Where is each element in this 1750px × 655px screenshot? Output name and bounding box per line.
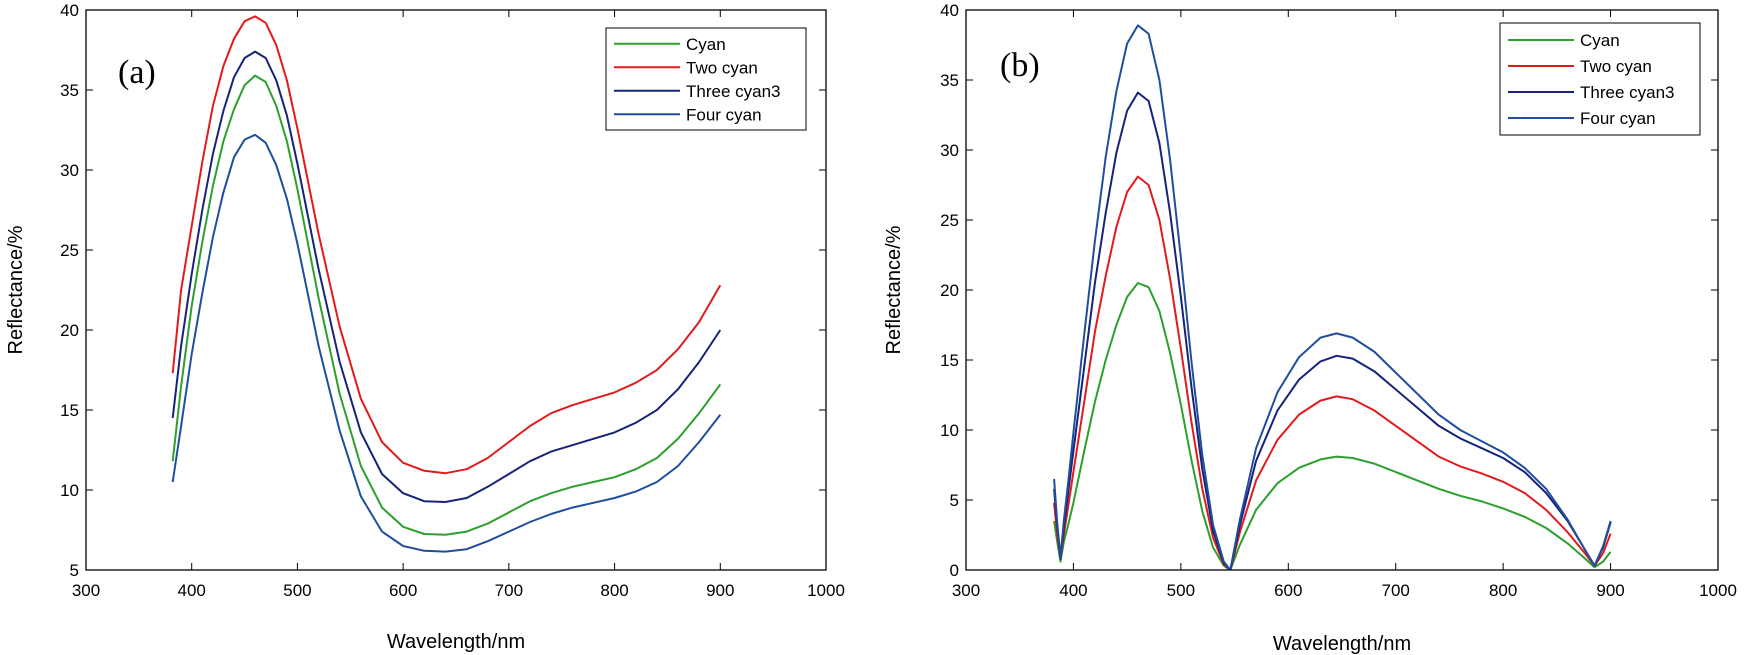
legend-label: Four cyan xyxy=(686,105,762,124)
y-tick-label: 40 xyxy=(940,1,959,20)
x-tick-label: 500 xyxy=(283,581,311,600)
y-tick-label: 10 xyxy=(940,421,959,440)
legend-label: Two cyan xyxy=(686,58,758,77)
y-tick-label: 40 xyxy=(60,1,79,20)
y-tick-label: 25 xyxy=(940,211,959,230)
legend-label: Four cyan xyxy=(1580,109,1656,128)
x-tick-label: 700 xyxy=(495,581,523,600)
x-tick-label: 1000 xyxy=(1699,581,1737,600)
x-tick-label: 800 xyxy=(1489,581,1517,600)
legend-label: Three cyan3 xyxy=(686,82,781,101)
x-tick-label: 600 xyxy=(389,581,417,600)
y-tick-label: 35 xyxy=(60,81,79,100)
x-tick-label: 300 xyxy=(952,581,980,600)
panel-label: (a) xyxy=(118,54,156,91)
legend-label: Cyan xyxy=(686,35,726,54)
x-tick-label: 1000 xyxy=(807,581,845,600)
x-tick-label: 400 xyxy=(1059,581,1087,600)
y-tick-label: 0 xyxy=(950,561,959,580)
series-line-four-cyan xyxy=(171,133,722,553)
y-tick-label: 10 xyxy=(60,481,79,500)
x-tick-label: 800 xyxy=(600,581,628,600)
series-line-four-cyan xyxy=(1053,24,1612,570)
y-tick-label: 20 xyxy=(940,281,959,300)
legend-box xyxy=(1499,22,1701,136)
y-tick-label: 30 xyxy=(940,141,959,160)
series-line-three-cyan3 xyxy=(1053,91,1612,570)
chart-panel-1: 300 400 500 600 700 800 900 1000 0 5 10 15 20 25 30 35 4… xyxy=(883,1,1737,655)
legend-label: Two cyan xyxy=(1580,57,1652,76)
series-line-two-cyan xyxy=(171,15,722,475)
y-tick-label: 20 xyxy=(60,321,79,340)
legend-label: Cyan xyxy=(1580,31,1620,50)
y-axis-label: Reflectance/% xyxy=(883,225,905,354)
y-tick-label: 35 xyxy=(940,71,959,90)
legend-label: Three cyan3 xyxy=(1580,83,1675,102)
x-tick-label: 500 xyxy=(1167,581,1195,600)
x-tick-label: 300 xyxy=(72,581,100,600)
x-tick-label: 600 xyxy=(1274,581,1302,600)
legend-box xyxy=(605,27,807,131)
x-axis-label: Wavelength/nm xyxy=(1273,633,1411,655)
y-tick-label: 30 xyxy=(60,161,79,180)
series-line-two-cyan xyxy=(1053,175,1612,570)
y-tick-label: 15 xyxy=(60,401,79,420)
x-axis-label: Wavelength/nm xyxy=(387,631,525,653)
x-tick-label: 900 xyxy=(1596,581,1624,600)
chart-panel-0: 300 400 500 600 700 800 900 1000 5 10 15 20 25 30 35 40… xyxy=(5,1,845,653)
plot-frame xyxy=(85,9,827,571)
y-tick-label: 5 xyxy=(70,561,79,580)
series-line-three-cyan3 xyxy=(171,50,722,503)
y-tick-label: 5 xyxy=(950,491,959,510)
series-line-cyan xyxy=(1053,282,1612,570)
y-tick-label: 25 xyxy=(60,241,79,260)
y-axis-label: Reflectance/% xyxy=(5,225,27,354)
x-tick-label: 400 xyxy=(178,581,206,600)
y-tick-label: 15 xyxy=(940,351,959,370)
panel-label: (b) xyxy=(1000,47,1040,84)
x-tick-label: 700 xyxy=(1382,581,1410,600)
series-line-cyan xyxy=(171,74,722,536)
x-tick-label: 900 xyxy=(706,581,734,600)
